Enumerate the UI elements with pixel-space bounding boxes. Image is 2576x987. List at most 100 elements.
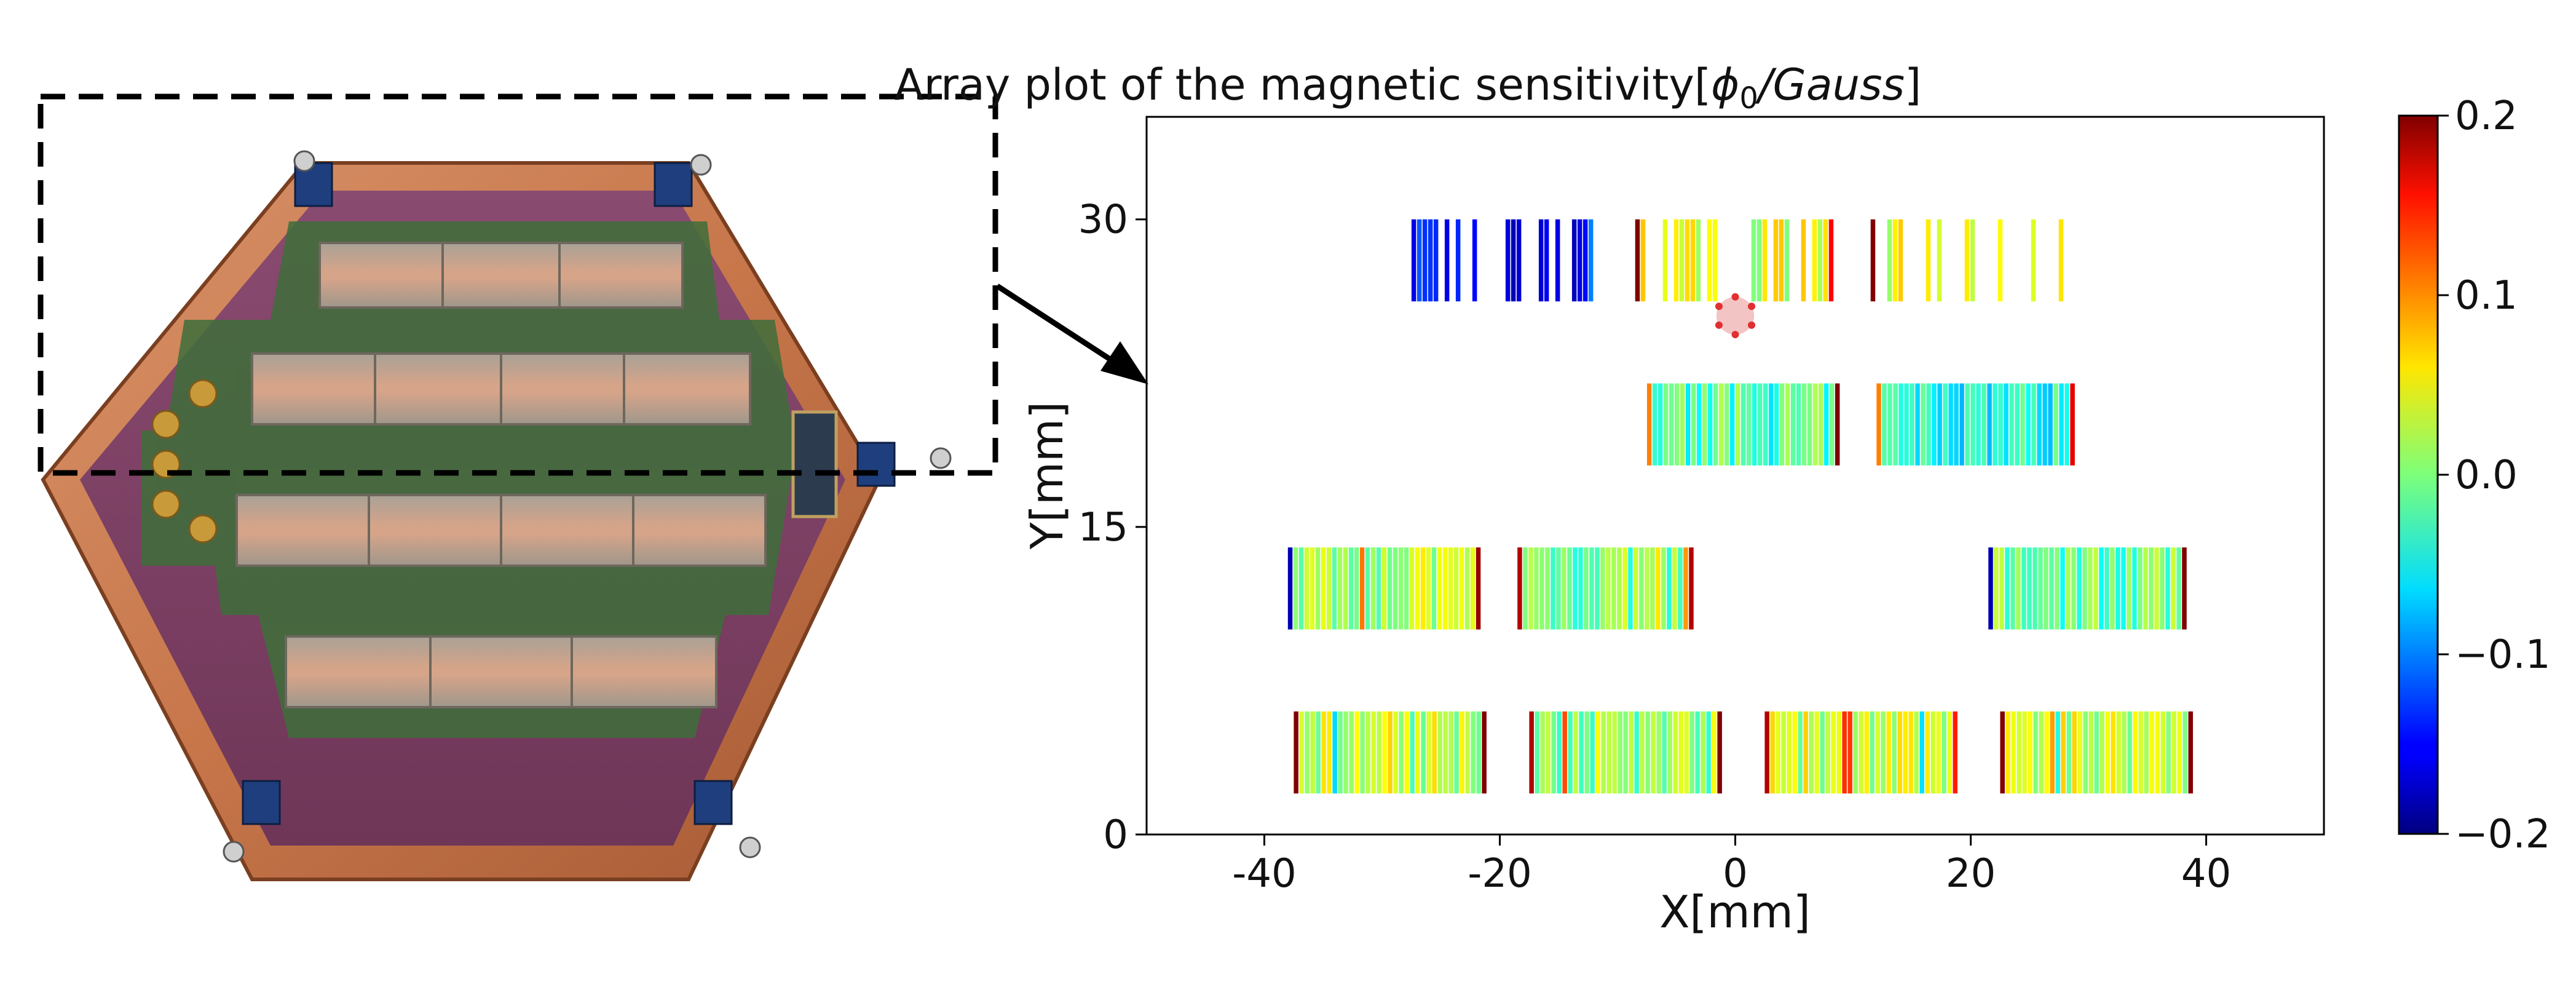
sensitivity-strip [1370,547,1376,630]
colorbar-tick-label: −0.2 [2455,812,2550,857]
sensitivity-strip [1696,383,1702,466]
sensitivity-strip [2064,383,2069,466]
x-axis-label: X[mm] [1659,886,1811,938]
sensitivity-strip [2066,547,2071,630]
sensitivity-strip [1393,547,1398,630]
sensitivity-strip [2009,383,2014,466]
sensitivity-strip [1431,547,1437,630]
sensitivity-strip [1825,711,1830,794]
sensitivity-strip [2044,711,2049,794]
sensitivity-strip [1287,547,1293,630]
sensitivity-strip [2093,547,2098,630]
marker-dot [1748,303,1756,311]
y-axis-ticks: 0 15 30 [1078,197,1147,858]
sensitivity-strip [1448,711,1453,794]
y-tick-label: 15 [1078,505,1128,550]
sensitivity-strip [2071,547,2076,630]
sensitivity-strip [2033,711,2038,794]
sensitivity-strip [1535,711,1539,794]
sensitivity-strip [1326,547,1332,630]
sensitivity-strip [2094,711,2099,794]
sensitivity-strip [1578,547,1583,630]
sensitivity-strip [1443,711,1448,794]
sensitivity-strip [2160,711,2165,794]
sensitivity-strip [1669,383,1674,466]
sensitivity-strip [1448,547,1453,630]
sensitivity-strip [1371,711,1376,794]
colorbar-gradient [2398,114,2439,835]
sensitivity-strip [1903,711,1908,794]
sensitivity-strip [1551,711,1556,794]
sensitivity-strip [1763,383,1768,466]
sensitivity-strip [2004,383,2009,466]
sensitivity-strip [1828,219,1834,302]
sensitivity-strip [1706,711,1711,794]
sensitivity-strip [1437,547,1442,630]
sensitivity-strip [2088,547,2093,630]
sensitivity-strip [2055,711,2060,794]
y-axis-label: Y[mm] [1021,402,1073,550]
sensitivity-strip [2149,547,2154,630]
sensitivity-strip [1315,547,1321,630]
sensitivity-strip [1932,383,1937,466]
sensitivity-strip [1779,383,1785,466]
sensitivity-strip [1864,711,1869,794]
sensitivity-strip [2188,711,2193,794]
sensitivity-strip [2116,547,2120,630]
sensitivity-strip [1942,711,1946,794]
sensitivity-strip [2122,711,2127,794]
sensitivity-strip [1650,547,1655,630]
sensitivity-strip [1544,219,1549,302]
sensitivity-strip [1293,547,1298,630]
sensitivity-strip [1454,711,1459,794]
colorbar-tick-label: 0.0 [2455,453,2518,498]
sensitivity-strip [1847,711,1852,794]
sensitivity-strip [2033,547,2037,630]
sensitivity-strip [2005,711,2010,794]
sensitivity-strip [1792,711,1797,794]
sensitivity-strip [1337,547,1343,630]
sensitivity-strip [1921,383,1926,466]
sensitivity-strip [2138,547,2143,630]
sensitivity-strip [1588,219,1594,302]
sensitivity-strip [1690,219,1696,302]
sensitivity-strip [1812,383,1818,466]
sensitivity-strip [2099,547,2104,630]
sensitivity-strip [1768,383,1774,466]
sensitivity-strip [2111,711,2116,794]
x-axis-ticks: -40 -20 0 20 40 [1232,834,2231,897]
sensitivity-strip [1482,711,1487,794]
sensitivity-strip [1294,711,1298,794]
sensitivity-strip [1997,219,2003,302]
colorbar: 0.2 0.1 0.0 −0.1 −0.2 [2398,93,2550,857]
sensitivity-strip [1299,711,1304,794]
sensitivity-strip [2044,547,2049,630]
sensitivity-strip [1746,383,1752,466]
sensitivity-strip [1662,711,1667,794]
sensitivity-strip [1803,711,1808,794]
sensitivity-strip [1415,711,1420,794]
sensitivity-strip [1426,547,1431,630]
sensitivity-strip [1321,547,1326,630]
sensitivity-strip [1415,547,1420,630]
sensitivity-strip [1338,711,1343,794]
sensitivity-strip [1685,219,1690,302]
sensitivity-strip [2154,547,2159,630]
sensitivity-strip [1393,711,1398,794]
sensitivity-strip [2031,383,2036,466]
sensitivity-strip [1679,219,1685,302]
sensitivity-strip [1388,711,1393,794]
sensitivity-strip [1404,711,1409,794]
sensitivity-strip [1752,383,1757,466]
sensitivity-strip [1523,547,1528,630]
sensitivity-strip [2182,547,2187,630]
sensitivity-strip [2176,547,2181,630]
sensitivity-strip [1678,547,1683,630]
sensitivity-strip [1360,711,1365,794]
sensitivity-strip [1892,711,1897,794]
sensitivity-strip [2155,711,2160,794]
sensitivity-strip [1582,219,1588,302]
sensitivity-strip [1606,547,1611,630]
sensitivity-strip [1756,219,1762,302]
sensitivity-strip [2059,383,2064,466]
